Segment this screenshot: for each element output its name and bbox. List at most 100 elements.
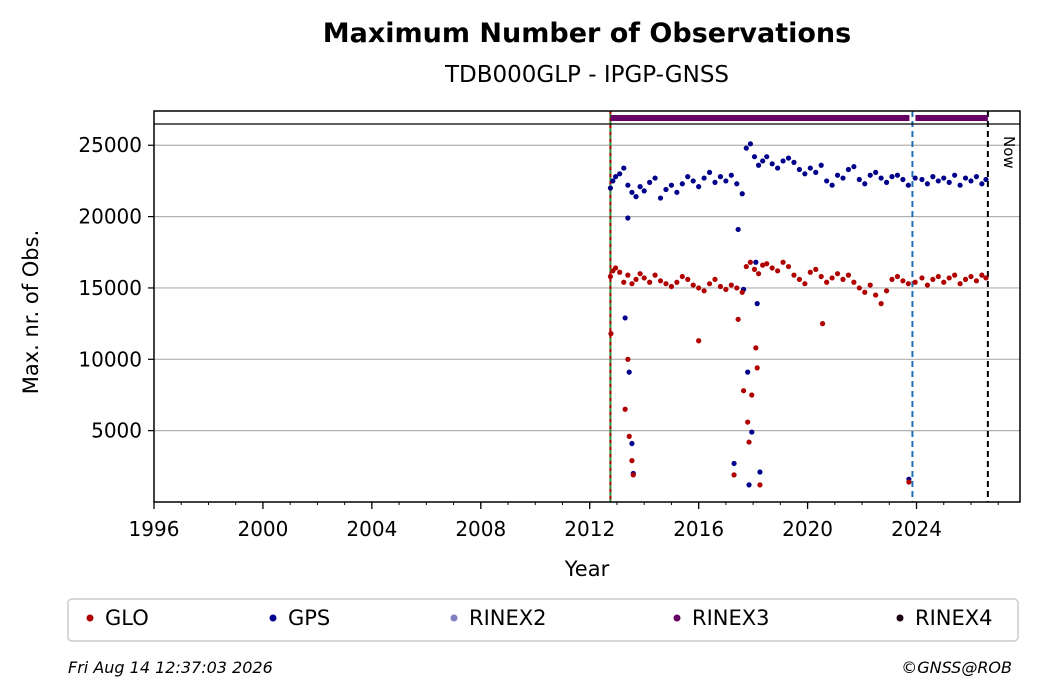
point-glo bbox=[755, 271, 762, 277]
point-gps bbox=[912, 175, 918, 181]
point-glo bbox=[979, 272, 985, 278]
point-gps bbox=[749, 429, 755, 435]
point-glo bbox=[757, 482, 763, 488]
point-glo bbox=[796, 276, 803, 282]
y-tick-label: 15000 bbox=[78, 276, 142, 300]
point-gps bbox=[610, 178, 616, 184]
point-glo bbox=[633, 276, 639, 282]
point-gps bbox=[641, 188, 647, 194]
point-glo bbox=[764, 261, 770, 267]
legend-box bbox=[67, 598, 1019, 642]
point-glo bbox=[663, 281, 669, 287]
x-tick-label: 1996 bbox=[129, 517, 180, 541]
plot-frame bbox=[153, 110, 1021, 503]
point-glo bbox=[701, 288, 707, 294]
point-glo bbox=[769, 265, 775, 271]
legend-marker-rinex3 bbox=[673, 614, 681, 622]
point-gps bbox=[851, 164, 857, 170]
point-glo bbox=[626, 433, 632, 439]
y-tick-label: 20000 bbox=[78, 205, 142, 229]
point-gps bbox=[829, 182, 835, 188]
point-glo bbox=[845, 272, 852, 278]
point-glo bbox=[723, 286, 729, 292]
point-gps bbox=[621, 165, 627, 171]
point-glo bbox=[637, 271, 643, 277]
point-glo bbox=[746, 439, 752, 445]
point-gps bbox=[743, 145, 749, 151]
point-glo bbox=[735, 316, 741, 322]
point-glo bbox=[717, 283, 724, 290]
point-gps bbox=[785, 155, 792, 161]
point-gps bbox=[633, 194, 639, 200]
point-gps bbox=[674, 189, 680, 195]
point-glo bbox=[754, 365, 760, 371]
x-tick-label: 2000 bbox=[237, 517, 288, 541]
point-gps bbox=[607, 185, 614, 191]
point-glo bbox=[734, 285, 740, 291]
data-points bbox=[607, 141, 989, 488]
point-glo bbox=[696, 285, 702, 291]
point-gps bbox=[878, 175, 884, 181]
point-gps bbox=[962, 175, 969, 181]
point-gps bbox=[706, 169, 713, 175]
y-tick-label: 10000 bbox=[78, 347, 142, 371]
point-glo bbox=[906, 479, 912, 485]
footer-copyright: ©GNSS@ROB bbox=[901, 658, 1012, 677]
point-gps bbox=[760, 158, 766, 164]
point-gps bbox=[973, 174, 980, 180]
point-glo bbox=[630, 472, 636, 478]
x-tick-label: 2020 bbox=[782, 517, 833, 541]
point-gps bbox=[796, 166, 803, 173]
point-gps bbox=[717, 174, 724, 180]
point-glo bbox=[919, 275, 925, 281]
point-gps bbox=[979, 181, 985, 187]
point-gps bbox=[957, 182, 963, 188]
point-glo bbox=[878, 301, 884, 307]
chart-subtitle: TDB000GLP - IPGP-GNSS bbox=[444, 62, 729, 88]
point-glo bbox=[894, 273, 901, 280]
point-gps bbox=[626, 369, 632, 375]
point-glo bbox=[743, 263, 749, 270]
x-axis-ticks: 1996 2000 2004 2008 2012 2016 2020 2024 bbox=[129, 502, 999, 541]
vertical-lines bbox=[609, 111, 989, 502]
point-gps bbox=[657, 195, 664, 201]
legend-marker-rinex2 bbox=[450, 614, 458, 622]
point-gps bbox=[755, 162, 762, 168]
point-glo bbox=[657, 278, 664, 284]
point-glo bbox=[608, 331, 614, 337]
point-glo bbox=[679, 273, 685, 280]
legend-label-glo: GLO bbox=[105, 606, 149, 630]
point-gps bbox=[924, 181, 931, 187]
point-glo bbox=[840, 276, 846, 282]
point-gps bbox=[769, 161, 775, 167]
point-glo bbox=[905, 281, 911, 287]
point-gps bbox=[696, 184, 702, 190]
point-gps bbox=[739, 191, 745, 197]
y-tick-label: 25000 bbox=[78, 133, 142, 157]
point-gps bbox=[637, 184, 643, 190]
point-glo bbox=[851, 279, 857, 285]
point-gps bbox=[930, 174, 936, 180]
point-glo bbox=[629, 458, 635, 464]
point-gps bbox=[968, 178, 974, 184]
point-glo bbox=[941, 279, 947, 285]
point-glo bbox=[617, 269, 623, 275]
point-gps bbox=[735, 226, 741, 233]
legend-marker-gps bbox=[269, 614, 277, 622]
legend-label-rinex2: RINEX2 bbox=[469, 606, 547, 630]
x-tick-label: 2024 bbox=[891, 517, 942, 541]
point-glo bbox=[622, 406, 628, 412]
point-gps bbox=[617, 171, 623, 177]
point-glo bbox=[751, 266, 758, 272]
point-glo bbox=[745, 419, 751, 425]
point-gps bbox=[647, 179, 653, 185]
point-glo bbox=[813, 266, 819, 272]
point-gps bbox=[668, 182, 675, 188]
point-glo bbox=[889, 276, 895, 282]
point-glo bbox=[785, 263, 792, 270]
point-gps bbox=[625, 182, 631, 188]
y-axis-ticks: 5000 10000 15000 20000 25000 bbox=[78, 133, 154, 443]
point-glo bbox=[740, 388, 747, 394]
point-gps bbox=[845, 166, 852, 173]
chart-title: Maximum Number of Observations bbox=[323, 18, 851, 49]
